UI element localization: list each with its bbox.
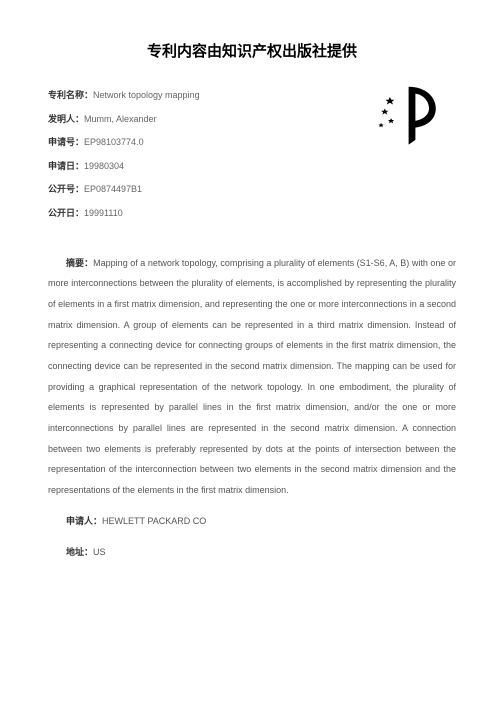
pub-date-label: 公开日：: [48, 208, 84, 218]
app-no-value: EP98103774.0: [84, 137, 144, 147]
inventor-label: 发明人：: [48, 114, 84, 124]
app-no-label: 申请号：: [48, 137, 84, 147]
pub-date-value: 19991110: [84, 208, 123, 218]
patent-name-value: Network topology mapping: [93, 90, 200, 100]
applicant-value: HEWLETT PACKARD CO: [102, 516, 206, 526]
pub-no-label: 公开号：: [48, 184, 84, 194]
meta-app-date: 申请日：19980304: [48, 156, 456, 178]
abstract-paragraph: 摘要：Mapping of a network topology, compri…: [48, 253, 456, 501]
publisher-logo-icon: [378, 80, 446, 148]
address-row: 地址：US: [48, 542, 456, 563]
meta-section: 专利名称：Network topology mapping 发明人：Mumm, …: [48, 85, 456, 225]
inventor-value: Mumm, Alexander: [84, 114, 157, 124]
app-date-label: 申请日：: [48, 161, 84, 171]
patent-name-label: 专利名称：: [48, 90, 93, 100]
page-title: 专利内容由知识产权出版社提供: [48, 40, 456, 61]
app-date-value: 19980304: [84, 161, 124, 171]
applicant-label: 申请人：: [66, 516, 102, 526]
applicant-row: 申请人：HEWLETT PACKARD CO: [48, 511, 456, 532]
address-value: US: [93, 547, 106, 557]
abstract-text: Mapping of a network topology, comprisin…: [48, 258, 456, 496]
meta-pub-no: 公开号：EP0874497B1: [48, 179, 456, 201]
address-label: 地址：: [66, 547, 93, 557]
abstract-section: 摘要：Mapping of a network topology, compri…: [48, 253, 456, 501]
pub-no-value: EP0874497B1: [84, 184, 142, 194]
meta-pub-date: 公开日：19991110: [48, 203, 456, 225]
abstract-label: 摘要：: [66, 258, 93, 268]
